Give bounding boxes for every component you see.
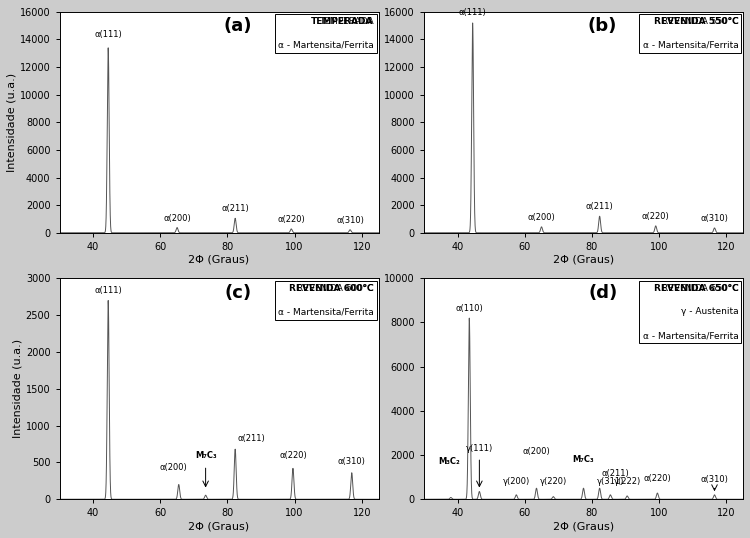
Text: (d): (d)	[588, 284, 617, 302]
Text: α(200): α(200)	[523, 447, 550, 456]
Text: α(211): α(211)	[586, 202, 614, 211]
X-axis label: 2Φ (Graus): 2Φ (Graus)	[188, 521, 250, 531]
Text: γ(311): γ(311)	[597, 477, 624, 486]
Text: α(200): α(200)	[528, 213, 556, 222]
Text: M₇C₃: M₇C₃	[573, 455, 594, 464]
Text: α(310): α(310)	[336, 216, 364, 225]
Text: (c): (c)	[225, 284, 252, 302]
Text: α(111): α(111)	[459, 8, 487, 17]
Text: α(200): α(200)	[164, 214, 191, 223]
Text: REVENIDA 600°C

α - Martensita/Ferrita: REVENIDA 600°C α - Martensita/Ferrita	[278, 284, 374, 316]
Text: α(310): α(310)	[700, 475, 728, 484]
Text: TEMPERADA

α - Martensita/Ferrita: TEMPERADA α - Martensita/Ferrita	[278, 17, 374, 50]
Text: γ(111): γ(111)	[466, 444, 493, 453]
Text: α(211): α(211)	[221, 204, 249, 213]
Text: REVENIDA 600°C: REVENIDA 600°C	[290, 284, 374, 293]
Text: α(211): α(211)	[602, 469, 629, 478]
Text: α(220): α(220)	[279, 451, 307, 460]
Text: α(110): α(110)	[455, 303, 483, 313]
Text: REVENIDA 650°C: REVENIDA 650°C	[654, 284, 738, 293]
X-axis label: 2Φ (Graus): 2Φ (Graus)	[553, 521, 614, 531]
Text: REVENIDA 650°C

γ - Austenita

α - Martensita/Ferrita: REVENIDA 650°C γ - Austenita α - Martens…	[643, 284, 738, 340]
Text: α(200): α(200)	[160, 463, 188, 472]
Y-axis label: Intensidade (u.a.): Intensidade (u.a.)	[13, 339, 23, 438]
Text: α(111): α(111)	[94, 286, 122, 294]
Text: (a): (a)	[224, 17, 253, 36]
Text: α(220): α(220)	[642, 212, 670, 221]
Text: α(310): α(310)	[700, 214, 728, 223]
Text: γ(220): γ(220)	[540, 477, 567, 486]
Text: α(310): α(310)	[338, 457, 366, 466]
Text: M₇C₃: M₇C₃	[195, 451, 217, 460]
Text: REVENIDA 550°C: REVENIDA 550°C	[654, 17, 738, 26]
Text: α(220): α(220)	[644, 473, 671, 483]
Text: REVENIDA 550°C

α - Martensita/Ferrita: REVENIDA 550°C α - Martensita/Ferrita	[643, 17, 738, 50]
X-axis label: 2Φ (Graus): 2Φ (Graus)	[188, 254, 250, 265]
Y-axis label: Intensidade (u.a.): Intensidade (u.a.)	[7, 73, 17, 172]
Text: (b): (b)	[588, 17, 617, 36]
Text: γ(200): γ(200)	[503, 477, 530, 486]
Text: α(211): α(211)	[238, 434, 266, 443]
X-axis label: 2Φ (Graus): 2Φ (Graus)	[553, 254, 614, 265]
Text: α(111): α(111)	[94, 31, 122, 39]
Text: M₃C₂: M₃C₂	[438, 457, 460, 466]
Text: γ(222): γ(222)	[614, 477, 640, 486]
Text: TEMPERADA: TEMPERADA	[311, 17, 374, 26]
Text: α(220): α(220)	[278, 215, 305, 224]
